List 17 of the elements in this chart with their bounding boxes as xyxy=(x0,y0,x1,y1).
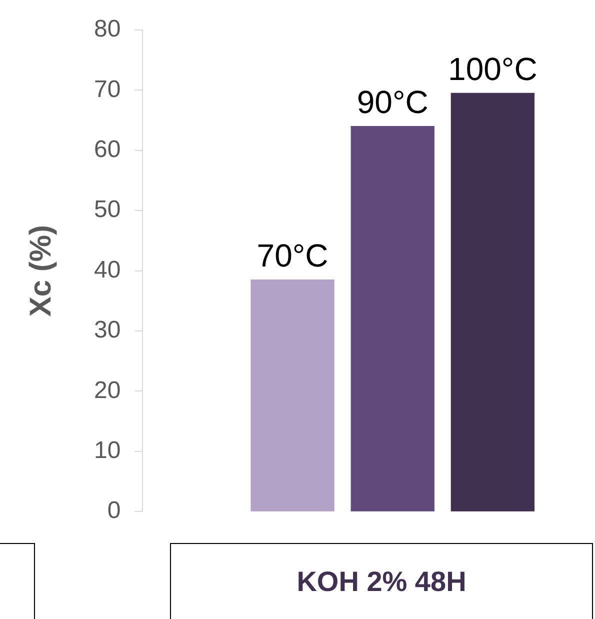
x-tick-label: 90°C xyxy=(356,84,428,120)
y-tick-label: 20 xyxy=(94,376,121,404)
bar xyxy=(250,280,334,512)
y-tick-label: 30 xyxy=(94,316,121,344)
y-tick-label: 70 xyxy=(94,76,121,103)
y-axis-title: Xc (%) xyxy=(24,224,58,317)
y-tick-label: 0 xyxy=(107,497,121,524)
x-axis-title: KOH 2% 48H xyxy=(170,543,593,619)
y-tick-label: 40 xyxy=(94,256,121,284)
bar xyxy=(450,92,535,512)
bar xyxy=(350,126,434,512)
y-tick-label: 60 xyxy=(94,136,121,164)
y-tick-label: 10 xyxy=(94,437,121,464)
x-tick-label: 100°C xyxy=(448,51,538,88)
y-tick-label: 80 xyxy=(94,16,121,43)
y-tick-label: 50 xyxy=(94,196,121,224)
x-tick-label: 70°C xyxy=(256,238,328,274)
